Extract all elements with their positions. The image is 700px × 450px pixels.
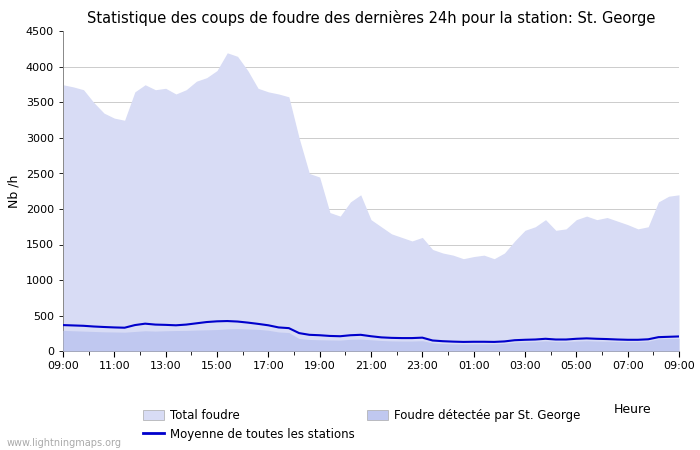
Legend: Total foudre, Moyenne de toutes les stations, Foudre détectée par St. George: Total foudre, Moyenne de toutes les stat…	[143, 409, 580, 441]
Y-axis label: Nb /h: Nb /h	[7, 175, 20, 208]
Title: Statistique des coups de foudre des dernières 24h pour la station: St. George: Statistique des coups de foudre des dern…	[87, 10, 655, 26]
Text: Heure: Heure	[613, 403, 651, 416]
Text: www.lightningmaps.org: www.lightningmaps.org	[7, 438, 122, 448]
